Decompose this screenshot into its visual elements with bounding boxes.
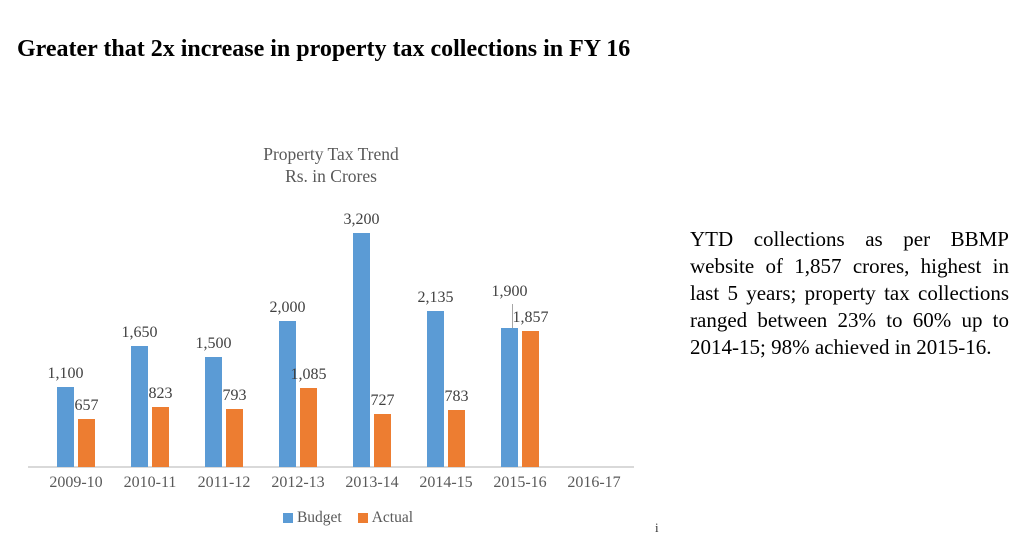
- bar-value-label: 783: [444, 387, 469, 405]
- annotation-text: YTD collections as per BBMP website of 1…: [690, 227, 1009, 359]
- bar-value-label: 1,650: [121, 324, 158, 342]
- bar-value-label: 1,900: [491, 283, 528, 301]
- actual-bar: [226, 409, 243, 467]
- budget-bar: [57, 386, 74, 467]
- actual-bar: [300, 387, 317, 467]
- legend-label: Actual: [371, 509, 414, 526]
- property-tax-chart: Property Tax Trend Rs. in Crores 1,100 65…: [28, 140, 634, 540]
- bar-value-label: 1,857: [512, 309, 549, 327]
- actual-bar: [374, 413, 391, 467]
- bar-value-label: 3,200: [343, 211, 380, 228]
- actual-legend-swatch-icon: [357, 513, 368, 523]
- chart-subtitle: Rs. in Crores: [285, 166, 377, 186]
- page-title: Greater that 2x increase in property tax…: [17, 36, 631, 62]
- x-axis-tick-label: 2009-10: [49, 474, 103, 491]
- x-axis-tick-label: 2011-12: [197, 474, 251, 491]
- budget-bar: [279, 320, 296, 467]
- budget-bar: [131, 346, 148, 467]
- label-leader-line: [511, 304, 513, 329]
- actual-bar: [152, 406, 169, 467]
- bar-value-label: 823: [148, 384, 173, 402]
- plot-area: 1,100 657 1,650 823 1,500 793 2,000 1,085 3,200 7…: [28, 140, 634, 468]
- x-axis-tick-label: 2014-15: [419, 474, 473, 491]
- x-axis-tick-label: 2013-14: [345, 474, 399, 491]
- bar-value-label: 657: [74, 396, 99, 414]
- bar-value-label: 2,000: [269, 298, 306, 316]
- legend: Budget Actual: [28, 509, 668, 527]
- x-axis-tick-label: 2016-17: [567, 474, 621, 491]
- x-axis-tick-label: 2010-11: [123, 474, 177, 491]
- chart-title: Property Tax Trend: [263, 144, 399, 164]
- budget-bar: [205, 357, 222, 467]
- x-axis-tick-label: 2015-16: [493, 474, 547, 491]
- budget-bar: [427, 310, 444, 467]
- footnote-marker: i: [655, 520, 659, 535]
- budget-legend-swatch-icon: [282, 513, 293, 523]
- legend-item-actual: Actual: [357, 509, 414, 527]
- bar-value-label: 2,135: [417, 288, 454, 306]
- bar-value-label: 1,085: [290, 365, 327, 383]
- legend-label: Budget: [296, 509, 342, 526]
- actual-bar: [448, 409, 465, 467]
- bar-value-label: 1,100: [47, 364, 84, 382]
- bar-value-label: 727: [370, 391, 395, 409]
- actual-bar: [522, 331, 539, 467]
- legend-item-budget: Budget: [282, 509, 342, 527]
- bar-value-label: 793: [222, 387, 247, 404]
- budget-bar: [353, 233, 370, 467]
- bar-value-label: 1,500: [195, 335, 232, 353]
- actual-bar: [78, 418, 95, 467]
- x-axis-line: [28, 466, 634, 468]
- budget-bar: [501, 328, 518, 467]
- x-axis-tick-label: 2012-13: [271, 474, 325, 491]
